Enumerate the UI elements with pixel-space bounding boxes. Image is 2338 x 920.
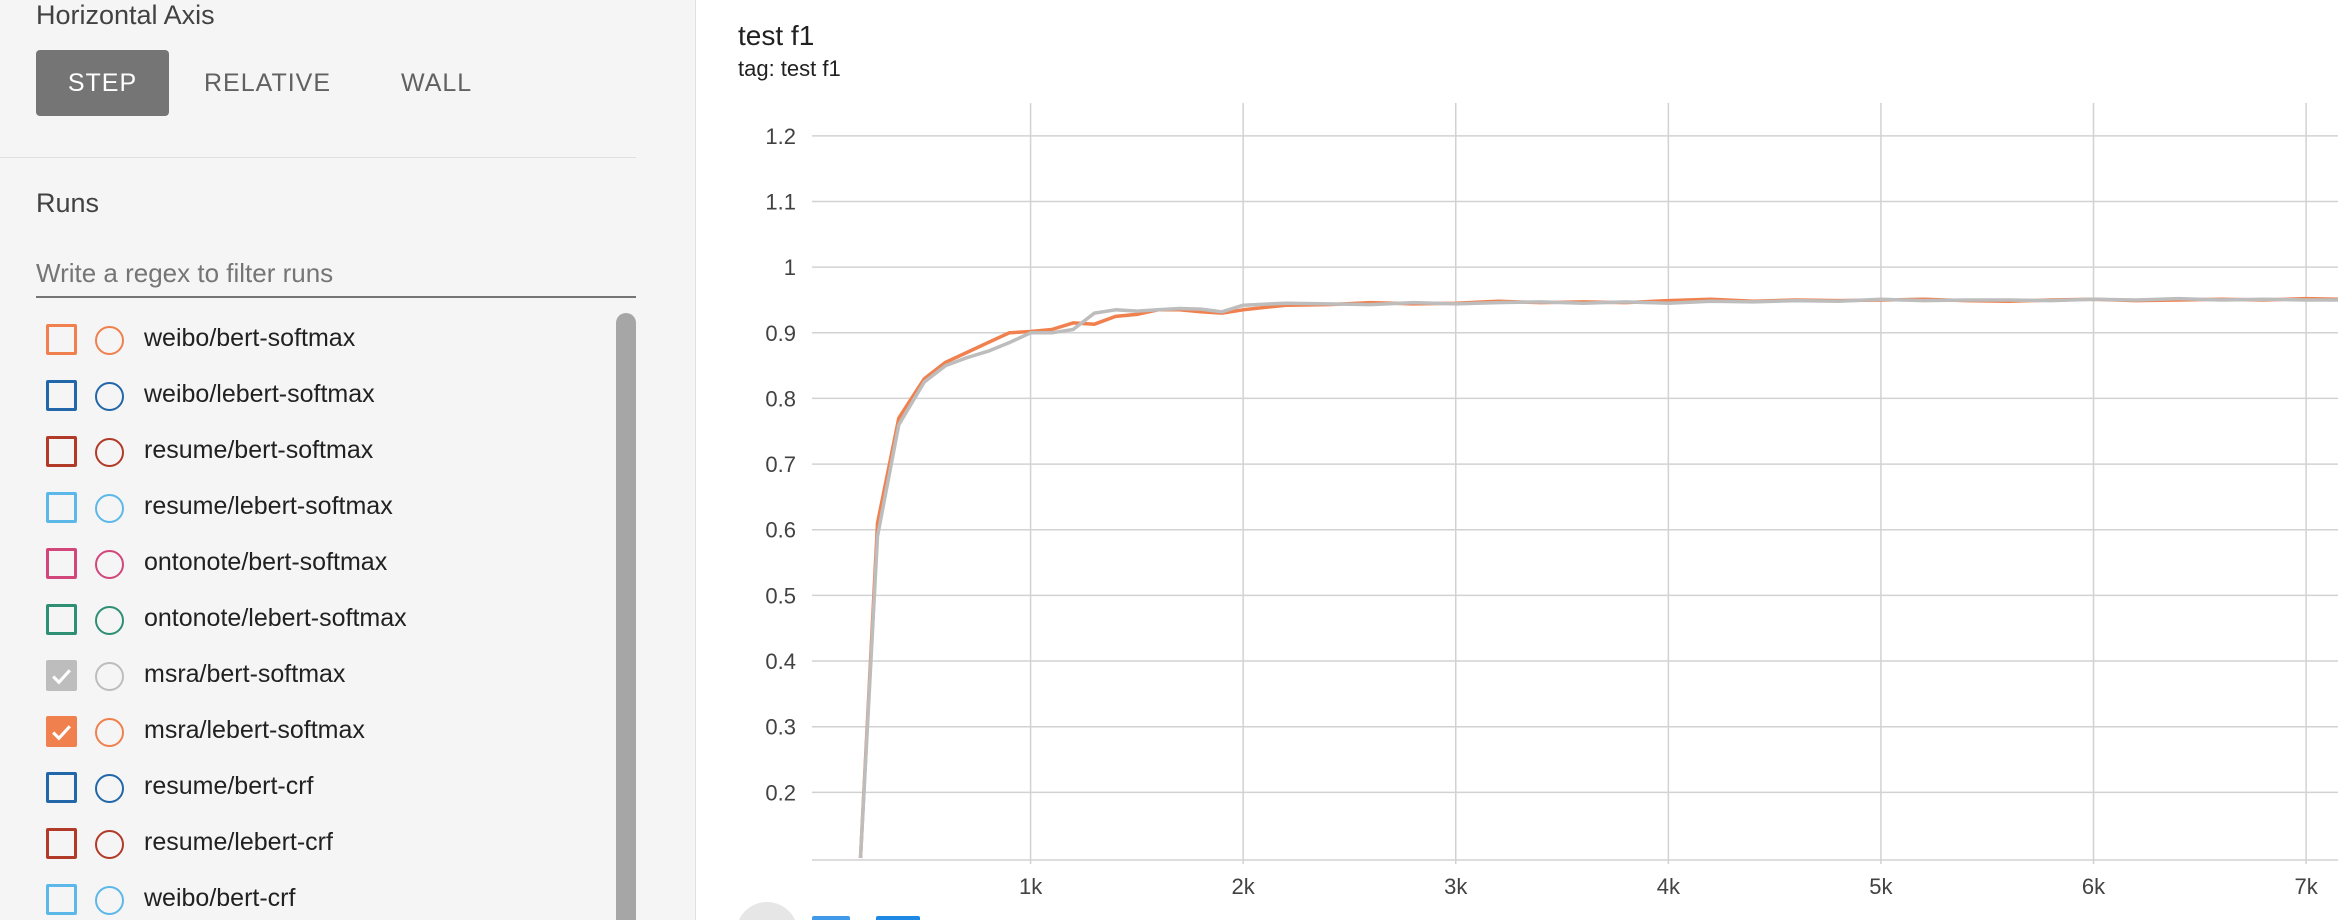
run-row[interactable]: msra/lebert-softmax [0,704,610,760]
x-tick-label: 3k [1444,874,1468,899]
run-row[interactable]: resume/lebert-crf [0,816,610,872]
run-color-radio[interactable] [95,774,124,803]
run-color-radio[interactable] [95,886,124,915]
y-tick-label: 0.5 [765,583,796,608]
run-label: resume/bert-softmax [144,436,374,464]
axis-wall-button[interactable]: WALL [401,68,473,97]
y-tick-label: 0.4 [765,649,796,674]
run-row[interactable]: weibo/bert-softmax [0,312,610,368]
run-color-radio[interactable] [95,438,124,467]
run-label: ontonote/bert-softmax [144,548,388,576]
x-tick-label: 2k [1232,874,1256,899]
run-row[interactable]: weibo/bert-crf [0,872,610,920]
run-checkbox[interactable] [46,324,77,355]
y-tick-label: 1 [784,255,796,280]
axis-relative-button[interactable]: RELATIVE [204,68,332,97]
chart-title: test f1 [738,20,815,51]
y-tick-label: 0.9 [765,321,796,346]
horizontal-axis-title: Horizontal Axis [36,0,215,30]
chart-controls [736,900,976,920]
y-tick-label: 1.2 [765,124,796,149]
run-checkbox[interactable] [46,828,77,859]
run-color-radio[interactable] [95,606,124,635]
run-checkbox[interactable] [46,772,77,803]
series-line [858,296,2338,859]
run-color-radio[interactable] [95,326,124,355]
series-line [858,296,2338,859]
run-row[interactable]: resume/lebert-softmax [0,480,610,536]
x-tick-label: 1k [1019,874,1043,899]
run-color-radio[interactable] [95,662,124,691]
run-label: weibo/bert-crf [144,884,296,912]
run-label: resume/lebert-softmax [144,492,393,520]
run-label: weibo/lebert-softmax [144,380,375,408]
horizontal-axis-toggle: STEP RELATIVE WALL [36,50,507,116]
run-checkbox[interactable] [46,380,77,411]
run-checkbox[interactable] [46,884,77,915]
run-label: msra/lebert-softmax [144,716,365,744]
x-tick-label: 7k [2294,874,2318,899]
chart-tag: tag: test f1 [738,56,841,81]
run-checkbox[interactable] [46,492,77,523]
run-label: weibo/bert-softmax [144,324,356,352]
run-color-radio[interactable] [95,494,124,523]
run-label: resume/lebert-crf [144,828,333,856]
y-tick-label: 0.8 [765,386,796,411]
x-tick-label: 5k [1869,874,1893,899]
checkmark-icon [52,724,71,741]
run-checkbox[interactable] [46,660,77,691]
y-tick-label: 0.7 [765,452,796,477]
run-checkbox[interactable] [46,436,77,467]
fit-domain-icon[interactable] [876,916,920,920]
run-row[interactable]: ontonote/lebert-softmax [0,592,610,648]
runs-title: Runs [36,188,100,218]
chart-card: test f1 tag: test f1 0.2 0.3 0.4 0.5 0.6 0.7 0… [696,0,2338,920]
run-checkbox[interactable] [46,716,77,747]
run-list: weibo/bert-softmax weibo/lebert-softmax re… [0,312,610,920]
run-color-radio[interactable] [95,550,124,579]
run-row[interactable]: resume/bert-crf [0,760,610,816]
run-label: msra/bert-softmax [144,660,346,688]
sidebar: Horizontal Axis STEP RELATIVE WALL Runs … [0,0,696,920]
run-checkbox[interactable] [46,604,77,635]
run-checkbox[interactable] [46,548,77,579]
divider [0,157,636,158]
x-tick-label: 4k [1657,874,1681,899]
run-row[interactable]: resume/bert-softmax [0,424,610,480]
line-chart[interactable]: 0.2 0.3 0.4 0.5 0.6 0.7 0.8 0.9 1 1.1 1.2 1k 2k 3k 4k 5… [696,0,2338,920]
run-label: ontonote/lebert-softmax [144,604,407,632]
expand-chart-button[interactable] [736,902,798,920]
checkmark-icon [52,668,71,685]
scrollbar-thumb[interactable] [616,313,636,920]
run-label: resume/bert-crf [144,772,314,800]
run-color-radio[interactable] [95,718,124,747]
run-filter-input[interactable] [36,250,636,298]
run-row[interactable]: weibo/lebert-softmax [0,368,610,424]
run-color-radio[interactable] [95,830,124,859]
run-color-radio[interactable] [95,382,124,411]
y-tick-label: 0.6 [765,518,796,543]
run-row[interactable]: ontonote/bert-softmax [0,536,610,592]
y-tick-label: 1.1 [765,189,796,214]
y-tick-label: 0.2 [765,780,796,805]
run-row[interactable]: msra/bert-softmax [0,648,610,704]
y-tick-label: 0.3 [765,715,796,740]
axis-step-button[interactable]: STEP [36,50,169,116]
x-tick-label: 6k [2082,874,2106,899]
run-list-scrollbar[interactable] [616,313,636,920]
toggle-log-scale-icon[interactable] [812,916,850,920]
